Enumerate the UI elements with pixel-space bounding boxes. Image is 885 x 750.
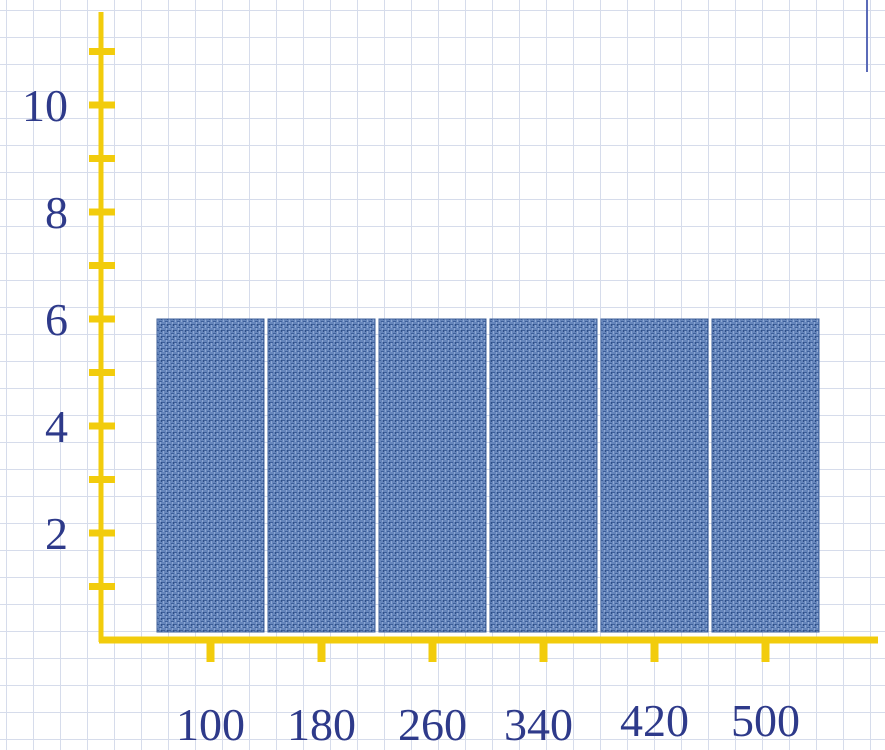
x-axis-ticks <box>206 640 770 662</box>
axes <box>98 12 878 644</box>
x-tick-label: 180 <box>287 699 356 750</box>
slide-corner-mark <box>866 0 868 72</box>
bars <box>156 318 820 633</box>
x-axis-tick-labels: 100 180 260 340 420 500 <box>176 695 800 750</box>
y-tick-label: 6 <box>45 294 68 345</box>
x-tick-label: 340 <box>504 699 573 750</box>
x-tick-label: 500 <box>731 695 800 746</box>
y-tick-label: 10 <box>22 80 68 131</box>
y-tick-label: 8 <box>45 187 68 238</box>
bar-260 <box>378 318 487 633</box>
bar-100 <box>156 318 265 633</box>
y-tick-label: 2 <box>45 508 68 559</box>
x-tick-label: 100 <box>176 699 245 750</box>
bar-180 <box>267 318 376 633</box>
bar-340 <box>489 318 598 633</box>
bar-420 <box>600 318 709 633</box>
x-tick-label: 420 <box>620 695 689 746</box>
x-tick-label: 260 <box>398 699 467 750</box>
bar-500 <box>711 318 820 633</box>
y-axis-tick-labels: 2 4 6 8 10 <box>22 80 68 559</box>
y-tick-label: 4 <box>45 401 68 452</box>
